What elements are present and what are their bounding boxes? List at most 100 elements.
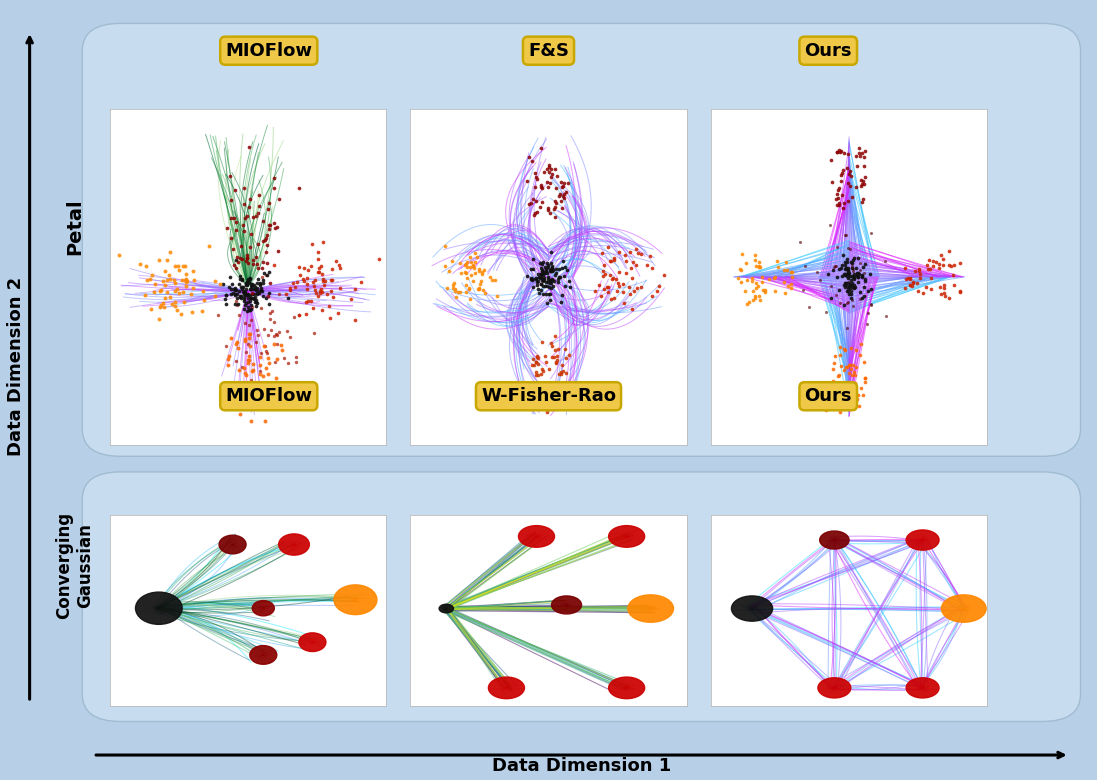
Point	[241, 295, 259, 307]
Point	[235, 361, 252, 374]
Point	[540, 202, 557, 215]
Point	[920, 254, 938, 266]
Point	[253, 215, 271, 227]
Point	[746, 289, 764, 302]
Point	[850, 268, 868, 280]
Point	[273, 344, 291, 356]
Point	[839, 297, 857, 310]
Point	[625, 285, 643, 297]
Point	[236, 289, 253, 301]
Point	[228, 251, 246, 264]
Point	[138, 274, 156, 286]
Point	[249, 272, 267, 285]
Point	[830, 181, 848, 193]
Point	[536, 276, 554, 289]
Point	[264, 338, 282, 350]
Point	[641, 250, 658, 262]
Point	[533, 392, 551, 404]
Point	[533, 264, 551, 276]
Point	[822, 395, 839, 407]
Point	[193, 304, 211, 317]
Point	[290, 182, 307, 194]
Point	[533, 284, 551, 296]
Point	[527, 356, 544, 368]
Point	[849, 267, 867, 279]
Point	[643, 261, 660, 274]
Point	[903, 279, 920, 292]
Point	[828, 146, 846, 158]
Point	[473, 275, 490, 287]
Point	[238, 401, 256, 413]
Point	[835, 278, 852, 291]
Point	[554, 365, 572, 378]
Point	[599, 241, 617, 254]
Point	[796, 260, 814, 272]
Point	[554, 180, 572, 193]
Point	[603, 273, 621, 285]
Point	[240, 318, 258, 331]
Point	[110, 249, 127, 261]
Point	[853, 292, 871, 304]
Point	[543, 272, 561, 285]
Point	[522, 271, 540, 284]
Point	[250, 189, 268, 201]
Point	[855, 267, 872, 279]
Point	[828, 192, 846, 204]
Point	[240, 350, 258, 363]
Point	[554, 180, 572, 193]
Point	[769, 255, 787, 268]
Point	[240, 200, 258, 213]
Point	[488, 289, 506, 302]
Point	[323, 274, 340, 286]
Point	[732, 275, 749, 288]
Point	[538, 356, 555, 369]
Point	[546, 344, 564, 356]
Point	[544, 168, 562, 180]
Circle shape	[732, 596, 772, 621]
Point	[223, 288, 240, 300]
Point	[601, 269, 619, 282]
Point	[530, 358, 547, 370]
Point	[540, 276, 557, 289]
Point	[532, 268, 550, 281]
Point	[533, 196, 551, 208]
Point	[248, 250, 265, 263]
Point	[256, 339, 273, 352]
Point	[269, 328, 286, 341]
Point	[227, 215, 245, 228]
Point	[524, 252, 542, 264]
Point	[250, 287, 268, 300]
Point	[231, 289, 249, 302]
Point	[546, 211, 564, 223]
Point	[446, 290, 464, 303]
Point	[850, 142, 868, 154]
Point	[166, 285, 183, 297]
Point	[532, 181, 550, 193]
Point	[598, 281, 615, 293]
Point	[542, 264, 559, 277]
Point	[824, 375, 841, 388]
Point	[169, 283, 186, 296]
Point	[832, 387, 849, 399]
Point	[471, 265, 488, 278]
Point	[210, 309, 227, 321]
Point	[906, 264, 924, 277]
Point	[534, 280, 552, 292]
Point	[552, 176, 569, 188]
Point	[550, 367, 567, 380]
Point	[275, 353, 293, 365]
Point	[528, 171, 545, 183]
Point	[822, 154, 839, 166]
Point	[227, 262, 245, 275]
Point	[257, 415, 274, 427]
Point	[314, 236, 331, 248]
Point	[260, 352, 278, 364]
Point	[823, 176, 840, 188]
Point	[267, 328, 284, 341]
Point	[226, 284, 244, 296]
Point	[766, 271, 783, 284]
Point	[556, 343, 574, 356]
Point	[236, 367, 253, 379]
Point	[554, 190, 572, 202]
Point	[206, 289, 224, 302]
